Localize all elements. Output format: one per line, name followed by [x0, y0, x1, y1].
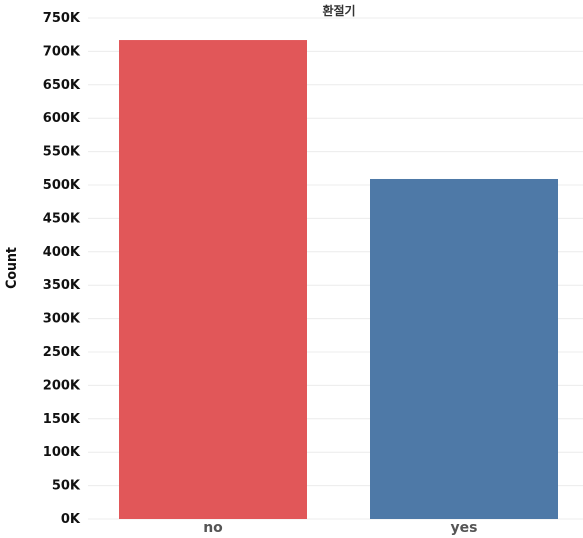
- y-tick-label: 250K: [43, 345, 81, 360]
- bar-no: [119, 40, 307, 519]
- y-axis-label: Count: [4, 247, 20, 289]
- y-axis-ticks: 0K 50K 100K 150K 200K 250K 300K 350K 400K 450K 500…: [43, 11, 81, 527]
- y-tick-label: 450K: [43, 211, 81, 226]
- bars: [119, 40, 558, 519]
- y-tick-label: 0K: [61, 512, 81, 527]
- y-tick-label: 700K: [43, 44, 81, 59]
- y-tick-label: 500K: [43, 178, 81, 193]
- y-tick-label: 100K: [43, 445, 81, 460]
- y-tick-label: 300K: [43, 312, 81, 327]
- x-axis-ticks: no yes: [203, 520, 477, 536]
- y-tick-label: 200K: [43, 378, 81, 393]
- y-tick-label: 750K: [43, 11, 81, 26]
- bar-yes: [370, 178, 558, 519]
- y-tick-label: 650K: [43, 78, 81, 93]
- x-tick-label-yes: yes: [451, 520, 478, 536]
- y-tick-label: 50K: [52, 479, 81, 494]
- y-tick-label: 400K: [43, 245, 81, 260]
- chart-title: 환절기: [322, 3, 355, 18]
- y-tick-label: 350K: [43, 278, 81, 293]
- y-tick-label: 550K: [43, 145, 81, 160]
- y-tick-label: 150K: [43, 412, 81, 427]
- x-tick-label-no: no: [203, 520, 223, 536]
- y-tick-label: 600K: [43, 111, 81, 126]
